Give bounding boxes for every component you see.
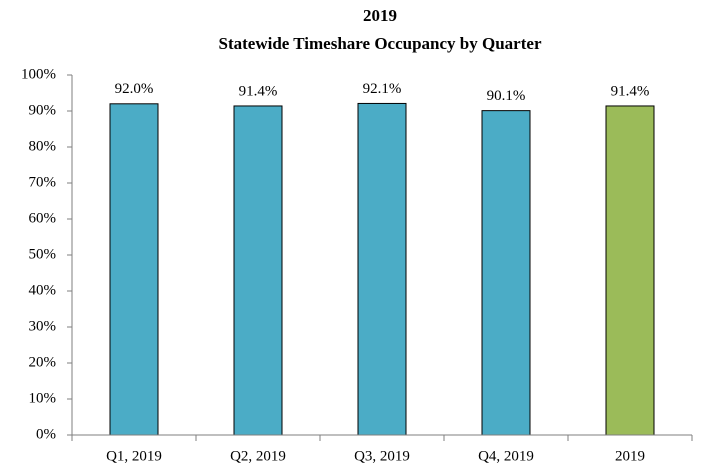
x-tick-label: 2019 bbox=[615, 448, 645, 464]
y-tick-label: 10% bbox=[29, 390, 57, 406]
x-tick-label: Q1, 2019 bbox=[106, 448, 162, 464]
x-tick-label: Q4, 2019 bbox=[478, 448, 534, 464]
y-tick-label: 90% bbox=[29, 102, 57, 118]
y-tick-label: 20% bbox=[29, 354, 57, 370]
y-tick-label: 50% bbox=[29, 246, 57, 262]
x-tick-label: Q2, 2019 bbox=[230, 448, 286, 464]
bar bbox=[233, 105, 283, 436]
y-tick-label: 100% bbox=[21, 66, 56, 82]
bar bbox=[481, 110, 531, 436]
chart-title: 2019 bbox=[363, 6, 397, 25]
y-tick-label: 0% bbox=[36, 426, 56, 442]
chart-subtitle: Statewide Timeshare Occupancy by Quarter bbox=[219, 34, 542, 53]
bar bbox=[605, 105, 655, 436]
value-label: 90.1% bbox=[487, 88, 526, 104]
y-tick-label: 30% bbox=[29, 318, 57, 334]
bar bbox=[109, 103, 159, 436]
y-tick-label: 40% bbox=[29, 282, 57, 298]
bar bbox=[357, 102, 407, 436]
value-label: 92.1% bbox=[363, 81, 402, 97]
y-tick-label: 70% bbox=[29, 174, 57, 190]
value-label: 91.4% bbox=[611, 83, 650, 99]
value-label: 92.0% bbox=[115, 81, 154, 97]
y-tick-label: 60% bbox=[29, 210, 57, 226]
x-tick-label: Q3, 2019 bbox=[354, 448, 410, 464]
y-tick-label: 80% bbox=[29, 138, 57, 154]
value-label: 91.4% bbox=[239, 83, 278, 99]
